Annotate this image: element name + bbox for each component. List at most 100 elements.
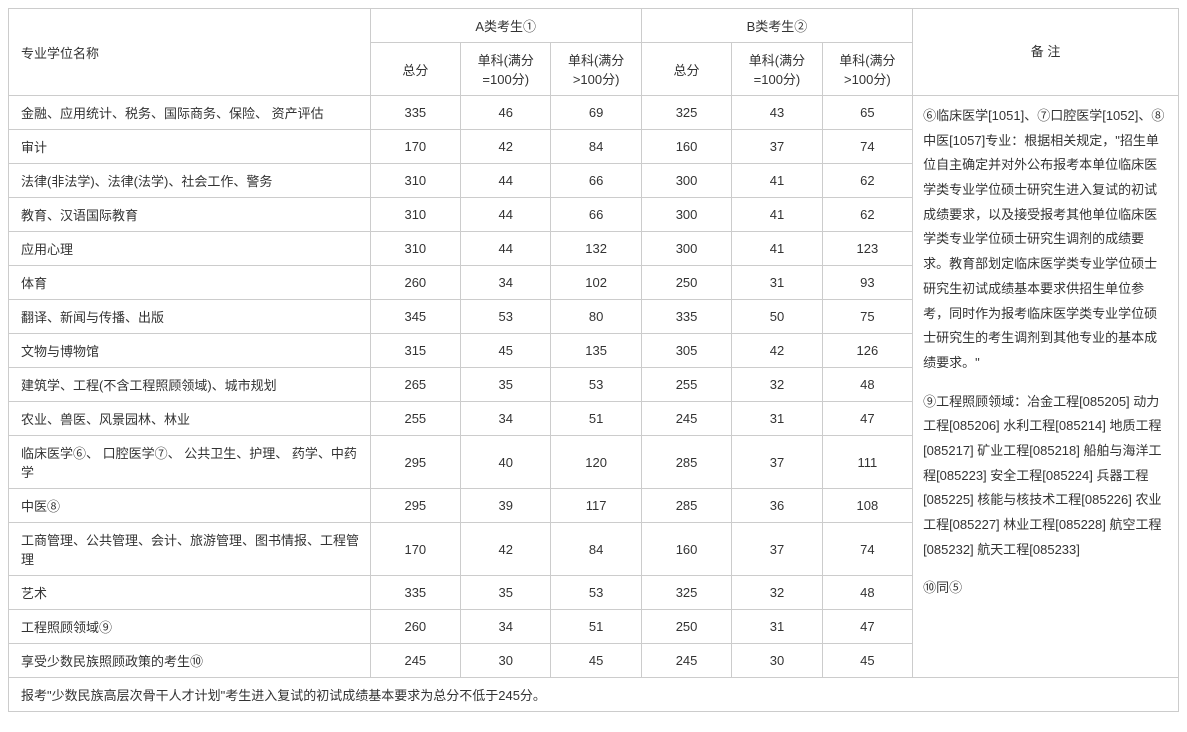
cell-b-over100: 48 xyxy=(822,368,912,402)
cell-b-sub100: 43 xyxy=(732,96,822,130)
header-degree-name: 专业学位名称 xyxy=(9,9,371,96)
score-table: 专业学位名称 A类考生① B类考生② 备 注 总分 单科(满分=100分) 单科… xyxy=(8,8,1179,712)
cell-a-total: 310 xyxy=(370,164,460,198)
cell-b-sub100: 42 xyxy=(732,334,822,368)
cell-a-over100: 51 xyxy=(551,610,641,644)
cell-a-total: 335 xyxy=(370,96,460,130)
cell-a-sub100: 34 xyxy=(461,610,551,644)
cell-a-total: 260 xyxy=(370,266,460,300)
header-a-total: 总分 xyxy=(370,43,460,96)
cell-a-sub100: 46 xyxy=(461,96,551,130)
cell-b-over100: 47 xyxy=(822,402,912,436)
cell-a-sub100: 44 xyxy=(461,164,551,198)
cell-b-total: 300 xyxy=(641,198,731,232)
cell-b-sub100: 31 xyxy=(732,610,822,644)
cell-b-over100: 45 xyxy=(822,644,912,678)
cell-b-total: 300 xyxy=(641,232,731,266)
cell-b-total: 285 xyxy=(641,436,731,489)
cell-degree-name: 工商管理、公共管理、会计、旅游管理、图书情报、工程管理 xyxy=(9,523,371,576)
cell-b-total: 255 xyxy=(641,368,731,402)
cell-b-sub100: 32 xyxy=(732,368,822,402)
cell-degree-name: 文物与博物馆 xyxy=(9,334,371,368)
cell-b-sub100: 41 xyxy=(732,232,822,266)
cell-a-over100: 69 xyxy=(551,96,641,130)
cell-b-over100: 65 xyxy=(822,96,912,130)
cell-a-over100: 80 xyxy=(551,300,641,334)
cell-b-sub100: 50 xyxy=(732,300,822,334)
cell-a-over100: 117 xyxy=(551,489,641,523)
cell-a-total: 310 xyxy=(370,198,460,232)
cell-b-over100: 93 xyxy=(822,266,912,300)
cell-a-over100: 135 xyxy=(551,334,641,368)
note-block2: ⑨工程照顾领域：冶金工程[085205] 动力工程[085206] 水利工程[0… xyxy=(923,390,1168,563)
cell-b-sub100: 41 xyxy=(732,164,822,198)
cell-b-sub100: 41 xyxy=(732,198,822,232)
cell-a-over100: 102 xyxy=(551,266,641,300)
cell-b-over100: 126 xyxy=(822,334,912,368)
cell-b-total: 245 xyxy=(641,402,731,436)
cell-a-total: 255 xyxy=(370,402,460,436)
cell-degree-name: 临床医学⑥、 口腔医学⑦、 公共卫生、护理、 药学、中药学 xyxy=(9,436,371,489)
cell-a-sub100: 39 xyxy=(461,489,551,523)
cell-b-total: 250 xyxy=(641,266,731,300)
cell-a-sub100: 42 xyxy=(461,523,551,576)
note-block3: ⑩同⑤ xyxy=(923,576,1168,601)
cell-degree-name: 法律(非法学)、法律(法学)、社会工作、警务 xyxy=(9,164,371,198)
cell-a-total: 310 xyxy=(370,232,460,266)
cell-b-over100: 74 xyxy=(822,130,912,164)
cell-b-over100: 62 xyxy=(822,198,912,232)
cell-degree-name: 体育 xyxy=(9,266,371,300)
cell-a-total: 265 xyxy=(370,368,460,402)
cell-a-over100: 66 xyxy=(551,198,641,232)
cell-b-over100: 111 xyxy=(822,436,912,489)
table-body: 金融、应用统计、税务、国际商务、保险、 资产评估33546693254365⑥临… xyxy=(9,96,1179,678)
header-group-a: A类考生① xyxy=(370,9,641,43)
cell-degree-name: 审计 xyxy=(9,130,371,164)
header-b-total: 总分 xyxy=(641,43,731,96)
cell-b-total: 305 xyxy=(641,334,731,368)
cell-a-over100: 84 xyxy=(551,130,641,164)
cell-a-over100: 53 xyxy=(551,576,641,610)
cell-a-over100: 66 xyxy=(551,164,641,198)
cell-b-total: 325 xyxy=(641,96,731,130)
header-a-over100: 单科(满分>100分) xyxy=(551,43,641,96)
cell-a-sub100: 45 xyxy=(461,334,551,368)
notes-cell: ⑥临床医学[1051]、⑦口腔医学[1052]、⑧中医[1057]专业：根据相关… xyxy=(913,96,1179,678)
cell-a-sub100: 40 xyxy=(461,436,551,489)
cell-degree-name: 艺术 xyxy=(9,576,371,610)
cell-b-over100: 62 xyxy=(822,164,912,198)
cell-a-sub100: 42 xyxy=(461,130,551,164)
cell-a-sub100: 53 xyxy=(461,300,551,334)
cell-a-sub100: 35 xyxy=(461,576,551,610)
cell-b-total: 160 xyxy=(641,130,731,164)
cell-b-sub100: 32 xyxy=(732,576,822,610)
header-group-b: B类考生② xyxy=(641,9,912,43)
cell-a-total: 170 xyxy=(370,130,460,164)
cell-a-over100: 132 xyxy=(551,232,641,266)
cell-b-over100: 47 xyxy=(822,610,912,644)
cell-b-over100: 108 xyxy=(822,489,912,523)
cell-a-total: 315 xyxy=(370,334,460,368)
cell-degree-name: 教育、汉语国际教育 xyxy=(9,198,371,232)
cell-b-over100: 74 xyxy=(822,523,912,576)
cell-degree-name: 金融、应用统计、税务、国际商务、保险、 资产评估 xyxy=(9,96,371,130)
cell-b-sub100: 36 xyxy=(732,489,822,523)
cell-degree-name: 翻译、新闻与传播、出版 xyxy=(9,300,371,334)
cell-a-total: 260 xyxy=(370,610,460,644)
table-header: 专业学位名称 A类考生① B类考生② 备 注 总分 单科(满分=100分) 单科… xyxy=(9,9,1179,96)
cell-a-total: 170 xyxy=(370,523,460,576)
header-b-sub100: 单科(满分=100分) xyxy=(732,43,822,96)
footer-text: 报考"少数民族高层次骨干人才计划"考生进入复试的初试成绩基本要求为总分不低于24… xyxy=(9,678,1179,712)
cell-a-sub100: 34 xyxy=(461,266,551,300)
cell-a-over100: 53 xyxy=(551,368,641,402)
cell-b-total: 285 xyxy=(641,489,731,523)
cell-a-over100: 120 xyxy=(551,436,641,489)
cell-degree-name: 农业、兽医、风景园林、林业 xyxy=(9,402,371,436)
cell-a-sub100: 44 xyxy=(461,232,551,266)
cell-a-total: 245 xyxy=(370,644,460,678)
header-a-sub100: 单科(满分=100分) xyxy=(461,43,551,96)
cell-a-over100: 45 xyxy=(551,644,641,678)
cell-b-total: 325 xyxy=(641,576,731,610)
cell-b-sub100: 30 xyxy=(732,644,822,678)
cell-b-sub100: 31 xyxy=(732,266,822,300)
